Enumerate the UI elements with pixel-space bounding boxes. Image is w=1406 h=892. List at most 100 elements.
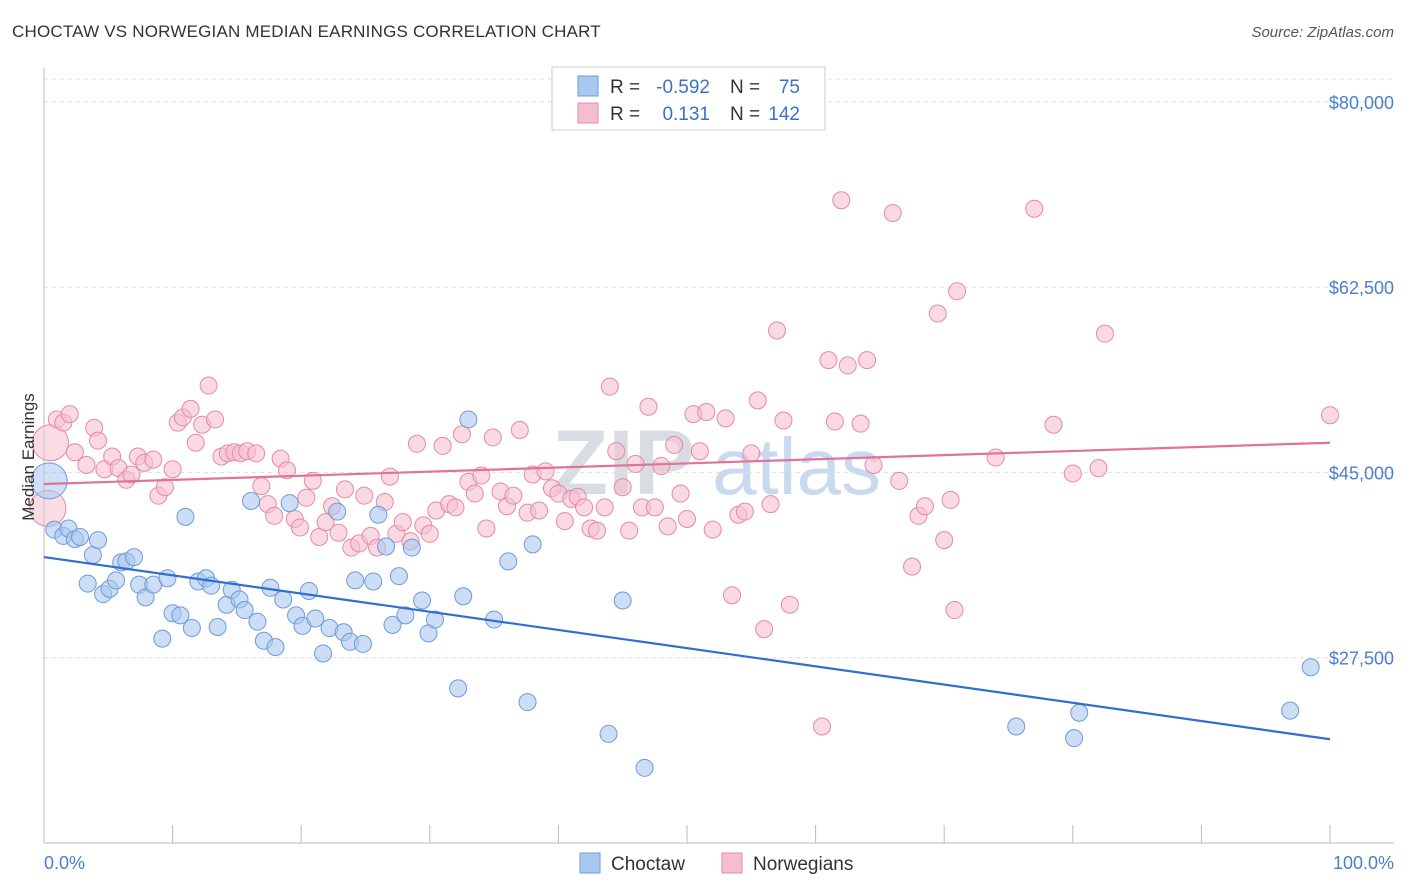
- norwegian-point-26: [206, 410, 225, 429]
- norwegian-point-19: [163, 460, 182, 479]
- norwegian-point-77: [536, 462, 555, 481]
- legend-n-value-norwegian: 142: [768, 104, 800, 125]
- choctaw-point-61: [454, 587, 473, 606]
- norwegian-point-6: [77, 455, 96, 474]
- norwegian-point-134: [1025, 199, 1044, 218]
- y-tick-label-2: $45,000: [1329, 463, 1394, 483]
- choctaw-point-6: [78, 574, 97, 593]
- x-tick-label-min: 0.0%: [44, 853, 85, 873]
- norwegian-point-127: [915, 497, 934, 516]
- norwegian-point-122: [864, 455, 883, 474]
- choctaw-point-54: [389, 567, 408, 586]
- norwegian-point-93: [639, 397, 658, 416]
- choctaw-point-70: [1007, 717, 1026, 736]
- legend-n-label-choctaw: N =: [730, 77, 760, 98]
- norwegian-point-114: [780, 595, 799, 614]
- legend-r-value-norwegian: 0.131: [662, 104, 710, 125]
- y-tick-label-0: $80,000: [1329, 93, 1394, 113]
- choctaw-point-33: [248, 612, 267, 631]
- norwegian-point-83: [575, 498, 594, 517]
- choctaw-point-5: [71, 527, 90, 546]
- choctaw-point-36: [266, 638, 285, 657]
- norwegian-point-22: [181, 399, 200, 418]
- legend-swatch-choctaw: [577, 75, 599, 97]
- norwegian-point-116: [819, 351, 838, 370]
- choctaw-point-59: [425, 610, 444, 629]
- norwegian-point-102: [697, 403, 716, 422]
- norwegian-point-4: [60, 405, 79, 424]
- choctaw-point-0: [30, 462, 68, 500]
- bottom-legend-swatch-norwegian: [721, 852, 743, 874]
- choctaw-point-23: [182, 619, 201, 638]
- norwegian-point-35: [265, 506, 284, 525]
- norwegian-point-98: [671, 484, 690, 503]
- choctaw-point-73: [1281, 701, 1300, 720]
- norwegian-point-108: [742, 444, 761, 463]
- y-tick-label-3: $27,500: [1329, 649, 1394, 669]
- choctaw-point-41: [299, 581, 318, 600]
- norwegian-point-105: [723, 586, 742, 605]
- choctaw-point-22: [176, 507, 195, 526]
- choctaw-point-21: [171, 606, 190, 625]
- x-tick-label-max: 100.0%: [1333, 853, 1394, 873]
- norwegian-point-53: [380, 467, 399, 486]
- norwegian-point-104: [716, 409, 735, 428]
- legend-n-label-norwegian: N =: [730, 104, 760, 125]
- choctaw-point-56: [402, 538, 421, 557]
- norwegian-point-46: [335, 480, 354, 499]
- norwegian-point-133: [986, 448, 1005, 467]
- norwegian-point-132: [948, 282, 967, 301]
- norwegian-point-95: [652, 457, 671, 476]
- choctaw-point-32: [242, 491, 261, 510]
- norwegian-point-138: [1095, 324, 1114, 343]
- norwegian-point-89: [613, 478, 632, 497]
- y-axis-label: Median Earnings: [19, 393, 38, 521]
- norwegian-point-131: [945, 601, 964, 620]
- norwegian-point-8: [89, 431, 108, 450]
- norwegian-point-5: [65, 443, 84, 462]
- norwegian-point-55: [393, 513, 412, 532]
- chart-title: CHOCTAW VS NORWEGIAN MEDIAN EARNINGS COR…: [12, 22, 601, 41]
- legend-n-value-choctaw: 75: [779, 77, 800, 98]
- choctaw-points: [30, 410, 1320, 777]
- choctaw-point-19: [158, 569, 177, 588]
- choctaw-point-48: [346, 571, 365, 590]
- norwegian-point-64: [452, 425, 471, 444]
- norwegian-point-59: [420, 524, 439, 543]
- norwegian-point-101: [690, 442, 709, 461]
- norwegian-point-118: [832, 191, 851, 210]
- norwegian-point-32: [247, 444, 266, 463]
- norwegian-point-72: [504, 486, 523, 505]
- norwegian-point-33: [252, 477, 271, 496]
- norwegian-point-136: [1063, 464, 1082, 483]
- trend-lines: [43, 441, 1331, 741]
- bottom-legend-label-choctaw: Choctaw: [611, 854, 685, 875]
- choctaw-point-69: [635, 758, 654, 777]
- choctaw-point-8: [89, 531, 108, 550]
- norwegian-point-137: [1089, 459, 1108, 478]
- choctaw-point-53: [383, 615, 402, 634]
- norwegian-point-135: [1044, 415, 1063, 434]
- norwegian-point-94: [645, 498, 664, 517]
- norwegian-point-13: [122, 465, 141, 484]
- norwegian-point-85: [587, 521, 606, 540]
- series-legend: Choctaw Norwegians: [579, 852, 853, 875]
- norwegian-point-16: [144, 450, 163, 469]
- norwegian-point-117: [825, 412, 844, 431]
- legend-swatch-norwegian: [577, 102, 599, 124]
- y-tick-labels: $80,000 $62,500 $45,000 $27,500: [1329, 93, 1394, 669]
- choctaw-point-74: [1301, 658, 1320, 677]
- norwegian-point-45: [329, 523, 348, 542]
- choctaw-point-71: [1065, 729, 1084, 748]
- norwegian-point-111: [761, 495, 780, 514]
- norwegian-point-69: [483, 428, 502, 447]
- norwegian-point-66: [465, 484, 484, 503]
- stats-legend: R = -0.592 N = 75 R = 0.131 N = 142: [551, 66, 826, 131]
- choctaw-point-55: [396, 606, 415, 625]
- norwegian-point-90: [620, 521, 639, 540]
- norwegian-point-88: [607, 442, 626, 461]
- source-credit: Source: ZipAtlas.com: [1251, 24, 1394, 41]
- choctaw-point-18: [153, 629, 172, 648]
- choctaw-point-67: [599, 724, 618, 743]
- norwegian-point-139: [1321, 406, 1339, 425]
